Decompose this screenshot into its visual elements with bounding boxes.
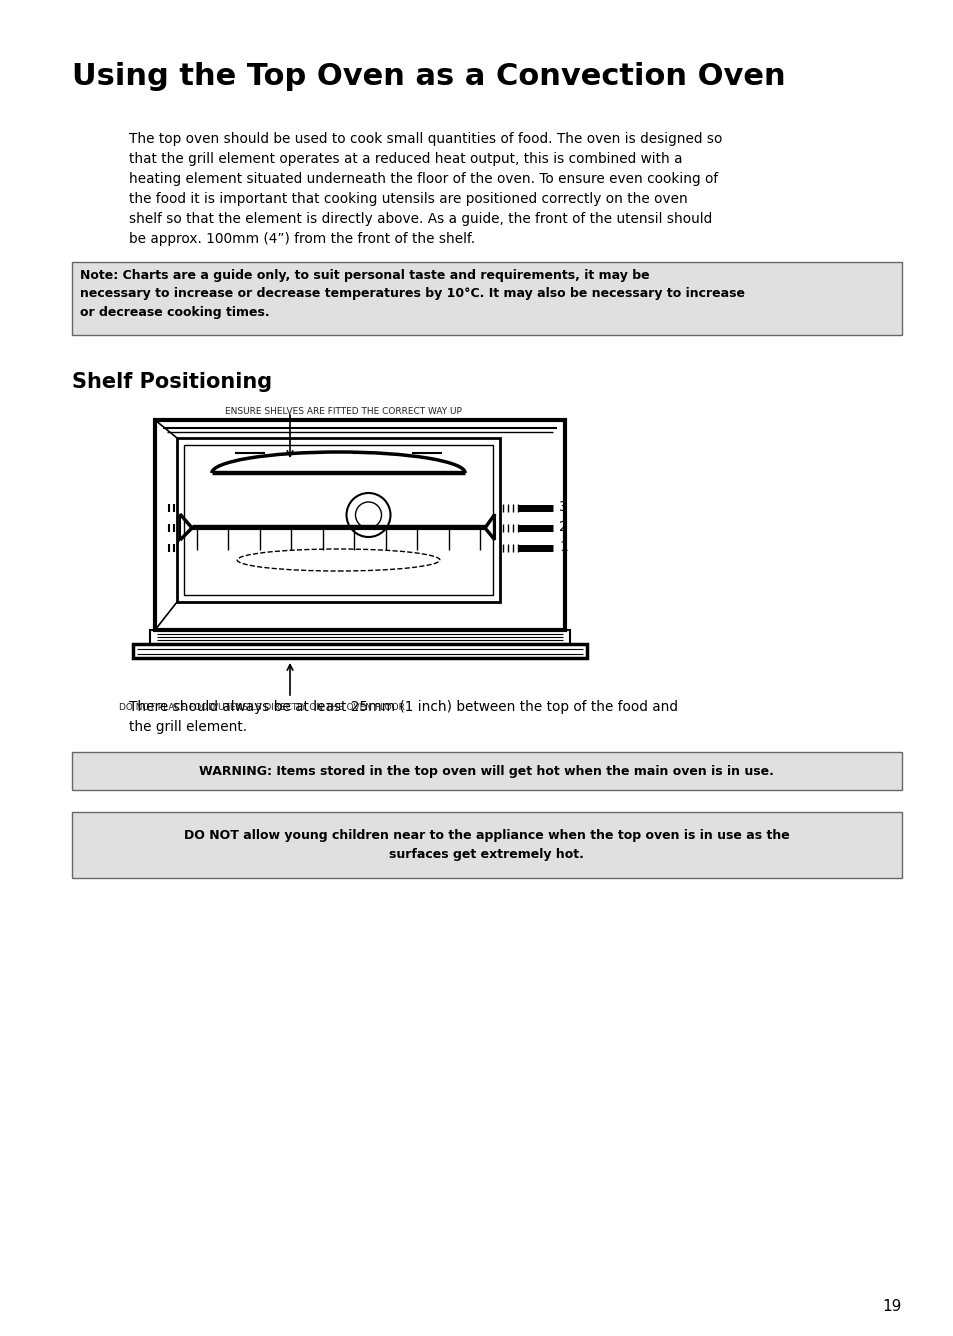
- Text: DO NOT allow young children near to the appliance when the top oven is in use as: DO NOT allow young children near to the …: [184, 830, 788, 860]
- Text: DO NOT PLACE FOOD/UTENSILS DIRECTLY ON THE OVEN FLOOR: DO NOT PLACE FOOD/UTENSILS DIRECTLY ON T…: [119, 701, 404, 711]
- Polygon shape: [71, 752, 901, 790]
- Text: Note: Charts are a guide only, to suit personal taste and requirements, it may b: Note: Charts are a guide only, to suit p…: [79, 269, 743, 319]
- Text: The top oven should be used to cook small quantities of food. The oven is design: The top oven should be used to cook smal…: [129, 132, 721, 246]
- Text: WARNING: Items stored in the top oven will get hot when the main oven is in use.: WARNING: Items stored in the top oven wi…: [199, 764, 773, 778]
- Text: 19: 19: [882, 1299, 901, 1315]
- Text: There should always be at least 25mm (1 inch) between the top of the food and
th: There should always be at least 25mm (1 …: [129, 700, 677, 733]
- Text: 3: 3: [558, 500, 567, 514]
- Text: Shelf Positioning: Shelf Positioning: [71, 371, 272, 391]
- Polygon shape: [71, 812, 901, 878]
- Text: ENSURE SHELVES ARE FITTED THE CORRECT WAY UP: ENSURE SHELVES ARE FITTED THE CORRECT WA…: [225, 407, 461, 415]
- Text: Using the Top Oven as a Convection Oven: Using the Top Oven as a Convection Oven: [71, 61, 784, 91]
- Text: 1: 1: [558, 540, 567, 554]
- Text: 2: 2: [558, 520, 567, 534]
- Polygon shape: [71, 262, 901, 335]
